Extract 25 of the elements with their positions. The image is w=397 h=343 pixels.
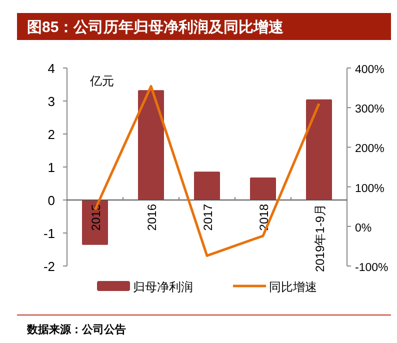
y-tick-label: 0 [48, 193, 55, 208]
chart-title: 图85：公司历年归母净利润及同比增速 [27, 18, 285, 36]
y2-tick-label: 200% [355, 143, 384, 156]
y-tick-label: -1 [43, 226, 55, 241]
bar [194, 172, 220, 200]
legend-label: 同比增速 [269, 280, 317, 294]
legend-label: 归母净利润 [133, 280, 193, 294]
source-note: 数据来源：公司公告 [26, 323, 126, 336]
y2-tick-label: 300% [355, 104, 384, 116]
bar [138, 90, 164, 200]
y-tick-label: 3 [48, 94, 55, 109]
y2-tick-label: 400% [355, 64, 384, 76]
y-tick-label: 1 [48, 160, 55, 175]
bar [250, 178, 276, 200]
y2-tick-label: 0% [355, 222, 372, 234]
y-tick-label: 2 [48, 127, 55, 142]
x-tick-label: 2017 [201, 204, 215, 231]
y-axis-title: 亿元 [89, 74, 114, 88]
y-tick-label: 4 [48, 61, 55, 76]
x-tick-label: 2016 [145, 204, 159, 231]
x-tick-label: 2019年1-9月 [313, 204, 327, 272]
y2-tick-label: 100% [355, 182, 384, 195]
y2-tick-label: -100% [355, 262, 388, 274]
y-tick-label: -2 [43, 259, 55, 274]
bar [306, 99, 332, 200]
